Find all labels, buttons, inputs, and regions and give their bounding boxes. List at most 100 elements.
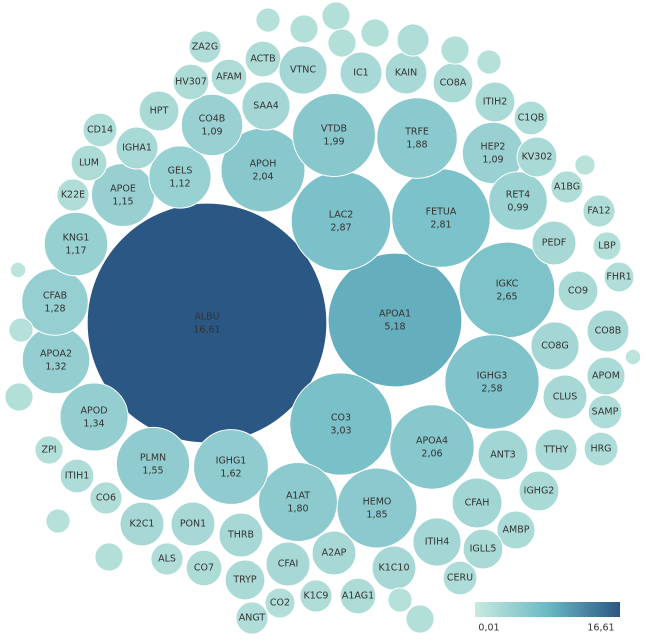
bubble bbox=[360, 18, 390, 48]
bubble bbox=[557, 270, 599, 312]
bubble bbox=[444, 334, 540, 430]
bubble-label: CO8B bbox=[595, 326, 622, 337]
bubble-value-label: 1,32 bbox=[45, 362, 66, 373]
bubble bbox=[235, 601, 269, 635]
bubble bbox=[327, 252, 463, 388]
bubble-label: ALBU bbox=[194, 312, 219, 323]
bubble-label: AMBP bbox=[503, 525, 530, 536]
bubble-label: K2C1 bbox=[130, 519, 155, 530]
bubble-label: APOE bbox=[110, 184, 136, 195]
bubble-label: CO6 bbox=[96, 493, 116, 504]
bubble-value-label: 1,17 bbox=[65, 246, 86, 257]
bubble bbox=[82, 112, 118, 148]
bubble-label: FHR1 bbox=[606, 272, 631, 283]
legend-max-label: 16,61 bbox=[587, 623, 614, 634]
bubble-value-label: 1,85 bbox=[366, 510, 387, 521]
bubble-label: CLUS bbox=[553, 392, 577, 403]
bubble bbox=[278, 45, 328, 95]
bubble-label: SAA4 bbox=[253, 101, 279, 112]
bubble-value-label: 1,80 bbox=[287, 504, 308, 515]
bubble bbox=[185, 549, 223, 587]
bubble bbox=[21, 325, 91, 395]
bubble-label: TRYP bbox=[232, 575, 257, 586]
bubble bbox=[339, 577, 377, 615]
bubble bbox=[193, 429, 269, 505]
bubble-value-label: 1,15 bbox=[112, 197, 133, 208]
bubble-label: RET4 bbox=[506, 190, 530, 201]
bubble-label: KV302 bbox=[522, 152, 553, 163]
bubble bbox=[218, 512, 264, 558]
bubble-label: CO8A bbox=[440, 78, 467, 89]
bubble bbox=[138, 90, 180, 132]
bubble bbox=[542, 374, 588, 420]
bubble-label: ACTB bbox=[250, 54, 275, 65]
bubble-value-label: 1,62 bbox=[220, 469, 241, 480]
bubble bbox=[603, 261, 635, 293]
bubble bbox=[587, 394, 623, 430]
bubble-label: HEP2 bbox=[481, 142, 506, 153]
bubble-label: GELS bbox=[168, 166, 193, 177]
bubble-value-label: 16,61 bbox=[193, 325, 220, 336]
bubble bbox=[531, 220, 577, 266]
bubble bbox=[224, 559, 266, 601]
bubble bbox=[574, 154, 596, 176]
bubble-label: A1BG bbox=[554, 182, 580, 193]
bubble-label: TTHY bbox=[543, 445, 569, 456]
bubble-label: ANT3 bbox=[490, 450, 515, 461]
bubble bbox=[290, 170, 392, 272]
bubble bbox=[451, 477, 503, 529]
bubble-label: LAC2 bbox=[329, 210, 354, 221]
bubble-value-label: 1,88 bbox=[406, 140, 427, 151]
bubble-value-label: 1,09 bbox=[482, 155, 503, 166]
bubble bbox=[180, 93, 244, 157]
bubble-label: IGHA1 bbox=[122, 143, 152, 154]
bubble bbox=[119, 501, 165, 547]
bubble bbox=[327, 28, 357, 58]
bubble-label: K1C10 bbox=[379, 563, 410, 574]
bubble-label: APOD bbox=[80, 406, 107, 417]
bubble-label: A2AP bbox=[322, 548, 347, 559]
bubble-value-label: 1,55 bbox=[142, 466, 163, 477]
bubble-label: LUM bbox=[79, 158, 99, 169]
bubble bbox=[59, 458, 95, 494]
bubble-label: PON1 bbox=[180, 519, 206, 530]
bubble-value-label: 5,18 bbox=[384, 322, 405, 333]
bubble-label: HV307 bbox=[175, 77, 207, 88]
bubble-label: IGHG2 bbox=[524, 486, 555, 497]
bubble-label: IGLL5 bbox=[470, 544, 497, 555]
bubble bbox=[496, 510, 536, 550]
bubble-label: CO7 bbox=[194, 563, 214, 574]
bubble bbox=[518, 470, 560, 512]
bubble bbox=[477, 429, 529, 481]
bubble-label: FA12 bbox=[587, 206, 610, 217]
bubble-label: KAIN bbox=[395, 68, 417, 79]
bubble-value-label: 3,03 bbox=[330, 426, 351, 437]
bubble bbox=[391, 168, 491, 268]
legend-min-label: 0,01 bbox=[478, 623, 499, 634]
bubble bbox=[396, 23, 430, 57]
bubble bbox=[592, 231, 622, 261]
bubble bbox=[336, 467, 418, 549]
bubble-label: VTNC bbox=[290, 65, 316, 76]
bubble bbox=[4, 382, 34, 412]
bubble-label: CO8G bbox=[541, 341, 569, 352]
bubble-label: ITIH2 bbox=[483, 97, 508, 108]
bubble-value-label: 2,87 bbox=[330, 223, 351, 234]
bubble bbox=[45, 508, 71, 534]
bubble bbox=[210, 58, 248, 96]
bubble-label: CFAH bbox=[465, 498, 490, 509]
bubble-label: THRB bbox=[227, 530, 254, 541]
bubble bbox=[115, 426, 191, 502]
bubble-label: ALS bbox=[158, 554, 176, 565]
bubble-value-label: 1,12 bbox=[169, 179, 190, 190]
bubble-label: K1C9 bbox=[304, 591, 329, 602]
bubble bbox=[624, 348, 642, 366]
bubble-label: SAMP bbox=[592, 407, 619, 418]
bubble bbox=[9, 261, 27, 279]
bubble-label: A1AT bbox=[286, 491, 310, 502]
bubble-label: AFAM bbox=[216, 72, 242, 83]
bubble-label: APOA2 bbox=[40, 349, 72, 360]
bubble bbox=[150, 542, 184, 576]
bubble-label: APOM bbox=[592, 371, 620, 382]
